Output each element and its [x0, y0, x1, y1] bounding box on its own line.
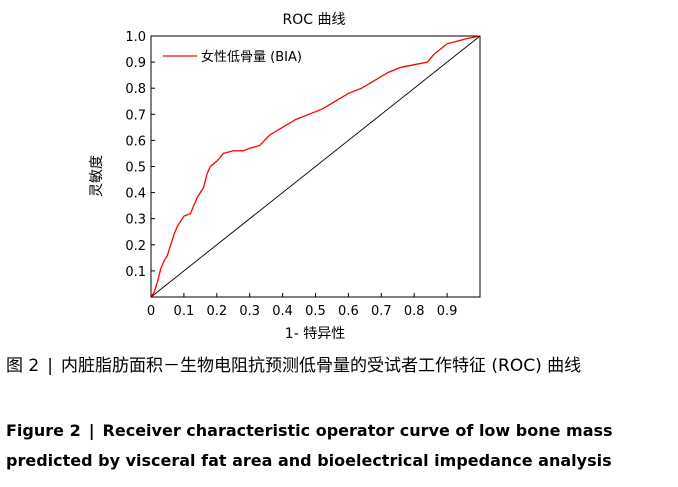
x-tick-label-8: 0.8: [404, 304, 425, 319]
caption-english: Figure 2 | Receiver characteristic operato…: [6, 416, 674, 476]
legend-label: 女性低骨量 (BIA): [201, 49, 302, 65]
caption-cn-separator: |: [47, 356, 53, 376]
y-tick-label-3: 0.4: [125, 187, 146, 202]
x-tick-label-3: 0.3: [239, 304, 260, 319]
y-tick-label-2: 0.3: [125, 213, 146, 228]
x-tick-label-5: 0.5: [305, 304, 326, 319]
caption-en-separator: |: [88, 421, 95, 440]
y-tick-label-4: 0.5: [125, 161, 146, 176]
roc-chart: ROC 曲线 0 0.1 0.2 0.3 0.4 0.5 0.6 0.7 0.8 0.9 0.1 0.…: [89, 12, 481, 342]
y-tick-label-8: 0.9: [125, 56, 146, 71]
y-tick-label-5: 0.6: [125, 134, 146, 149]
y-tick-label-6: 0.7: [125, 108, 146, 123]
x-tick-label-7: 0.7: [371, 304, 392, 319]
caption-cn-label: 图 2: [6, 356, 40, 376]
y-tick-label-7: 0.8: [125, 82, 146, 97]
chart-title: ROC 曲线: [283, 12, 346, 28]
x-tick-label-6: 0.6: [338, 304, 359, 319]
caption-cn-text: 内脏脂肪面积－生物电阻抗预测低骨量的受试者工作特征 (ROC) 曲线: [60, 356, 582, 376]
caption-en-text: Receiver characteristic operator curve o…: [6, 421, 613, 470]
x-axis-title: 1- 特异性: [285, 326, 345, 342]
caption-en-label: Figure 2: [6, 421, 81, 440]
x-tick-label-0: 0: [147, 304, 155, 319]
roc-curve-line: [150, 35, 481, 298]
x-tick-label-4: 0.4: [272, 304, 293, 319]
x-tick-label-1: 0.1: [174, 304, 195, 319]
reference-diagonal-line: [150, 35, 481, 298]
x-tick-label-9: 0.9: [437, 304, 458, 319]
y-tick-label-1: 0.2: [125, 239, 146, 254]
x-tick-label-2: 0.2: [206, 304, 227, 319]
y-tick-label-0: 0.1: [125, 265, 146, 280]
y-axis-title: 灵敏度: [89, 155, 105, 197]
caption-chinese: 图 2 | 内脏脂肪面积－生物电阻抗预测低骨量的受试者工作特征 (ROC) 曲线: [6, 352, 674, 380]
y-tick-label-9: 1.0: [125, 30, 146, 45]
